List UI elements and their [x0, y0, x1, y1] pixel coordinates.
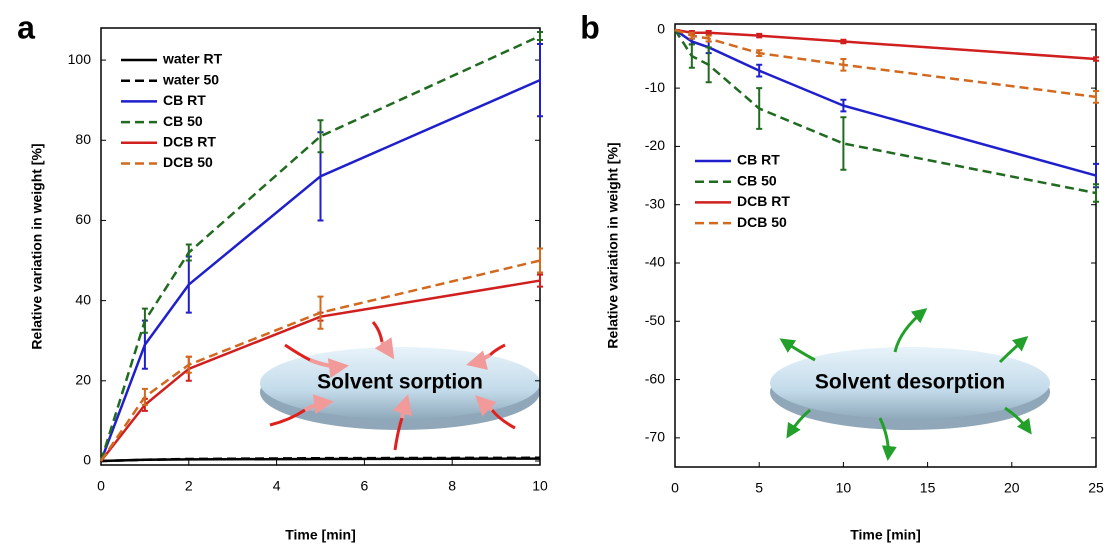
- y-tick-label: 80: [75, 131, 91, 147]
- error-bar: [317, 295, 324, 330]
- x-tick-label: 5: [755, 480, 763, 496]
- y-tick-label: -40: [645, 254, 665, 270]
- error-bar: [756, 32, 763, 39]
- x-tick-label: 25: [1088, 480, 1104, 496]
- error-bar: [756, 63, 763, 78]
- error-bar: [537, 43, 543, 118]
- y-axis-label: Relative variation in weight [%]: [29, 143, 45, 349]
- error-bar: [537, 247, 543, 274]
- error-bar: [840, 116, 847, 171]
- series-line: [674, 28, 1097, 61]
- error-bar: [141, 307, 148, 334]
- series-line: [100, 456, 541, 463]
- error-bar: [141, 387, 148, 406]
- legend-label: DCB RT: [737, 193, 790, 209]
- error-bar: [840, 98, 847, 113]
- error-bar: [688, 31, 695, 40]
- error-bar: [705, 29, 712, 36]
- error-bar: [705, 34, 712, 43]
- y-tick-label: 100: [68, 51, 92, 67]
- x-tick-label: 0: [97, 478, 105, 494]
- y-tick-label: 40: [75, 291, 91, 307]
- error-bar: [1093, 183, 1099, 203]
- error-bar: [756, 87, 763, 130]
- x-tick-label: 2: [185, 478, 193, 494]
- x-tick-label: 6: [361, 478, 369, 494]
- x-tick-label: 15: [920, 480, 936, 496]
- plot-frame: [674, 23, 1097, 468]
- x-tick-label: 4: [273, 478, 281, 494]
- legend-label: DCB 50: [737, 214, 787, 230]
- y-tick-label: 20: [75, 372, 91, 388]
- x-tick-label: 10: [532, 478, 548, 494]
- error-bar: [705, 46, 712, 84]
- error-bar: [537, 31, 543, 42]
- error-bar: [185, 243, 192, 262]
- y-tick-label: 0: [657, 21, 665, 37]
- desorption-illustration: [770, 308, 1050, 461]
- y-tick-label: 0: [83, 452, 91, 468]
- annotation: Solvent desorption: [815, 371, 1005, 394]
- x-tick-label: 20: [1004, 480, 1020, 496]
- y-axis-label: Relative variation in weight [%]: [605, 142, 621, 348]
- y-tick-label: 60: [75, 211, 91, 227]
- legend-label: water 50: [162, 71, 219, 87]
- series-line: [100, 457, 541, 463]
- error-bar: [688, 43, 695, 69]
- legend-label: DCB RT: [163, 134, 216, 150]
- error-bar: [537, 273, 543, 288]
- y-tick-label: -70: [645, 429, 665, 445]
- panel-label: b: [580, 9, 600, 45]
- error-bar: [756, 49, 763, 58]
- error-bar: [1093, 56, 1099, 62]
- error-bar: [840, 38, 847, 45]
- annotation: Solvent sorption: [317, 371, 483, 394]
- legend-label: DCB 50: [163, 154, 213, 170]
- x-tick-label: 8: [448, 478, 456, 494]
- x-axis-label: Time [min]: [850, 527, 921, 543]
- y-tick-label: -10: [645, 79, 665, 95]
- error-bar: [185, 255, 192, 314]
- error-bar: [1093, 90, 1099, 104]
- legend-label: water RT: [162, 51, 223, 67]
- legend-label: CB RT: [163, 92, 206, 108]
- y-tick-label: -60: [645, 370, 665, 386]
- error-bar: [317, 119, 324, 154]
- legend-label: CB 50: [163, 113, 203, 129]
- sorption-illustration: [260, 321, 540, 451]
- panel-label: a: [17, 9, 35, 45]
- x-axis-label: Time [min]: [285, 527, 356, 543]
- legend-label: CB RT: [737, 152, 780, 168]
- y-tick-label: -20: [645, 137, 665, 153]
- series-line: [674, 28, 1097, 99]
- error-bar: [185, 355, 192, 374]
- error-bar: [840, 57, 847, 72]
- legend-label: CB 50: [737, 172, 777, 188]
- x-tick-label: 0: [671, 480, 679, 496]
- y-tick-label: -30: [645, 195, 665, 211]
- x-tick-label: 10: [836, 480, 852, 496]
- plot-frame: [100, 27, 541, 466]
- y-tick-label: -50: [645, 312, 665, 328]
